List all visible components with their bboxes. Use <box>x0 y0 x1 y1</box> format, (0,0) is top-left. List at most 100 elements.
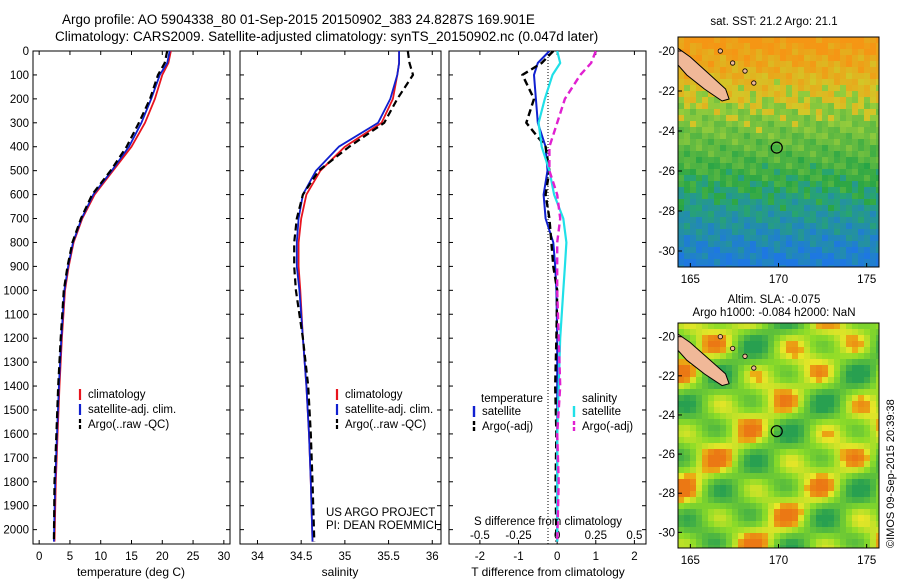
map-cell <box>762 61 769 68</box>
map-cell <box>714 73 721 80</box>
map-cell <box>762 139 769 146</box>
map-cell <box>756 419 763 426</box>
map-cell <box>714 121 721 128</box>
map-cell <box>798 49 805 56</box>
map-cell <box>870 145 877 152</box>
map-cell <box>774 217 781 224</box>
map-cell <box>792 347 799 354</box>
map-cell <box>684 157 691 164</box>
map-cell <box>852 37 859 44</box>
map-cell <box>762 491 769 498</box>
map-cell <box>864 521 871 528</box>
map-cell <box>762 329 769 336</box>
map-cell <box>810 527 817 534</box>
map-cell <box>684 539 691 546</box>
map-cell <box>738 79 745 86</box>
map-cell <box>726 115 733 122</box>
map-cell <box>768 121 775 128</box>
x-tick-label: -1 <box>513 551 523 563</box>
map-cell <box>816 425 823 432</box>
salinity-xlabel: salinity <box>322 565 359 579</box>
map-cell <box>828 259 835 266</box>
map-cell <box>804 419 811 426</box>
map-cell <box>834 85 841 92</box>
map-cell <box>684 323 691 330</box>
map-cell <box>678 515 685 522</box>
map-cell <box>858 235 865 242</box>
map-cell <box>828 419 835 426</box>
map-cell <box>720 353 727 360</box>
map-cell <box>810 193 817 200</box>
map-cell <box>840 437 847 444</box>
map-cell <box>870 455 877 462</box>
map-cell <box>804 485 811 492</box>
map-cell <box>750 419 757 426</box>
map-cell <box>738 395 745 402</box>
map-cell <box>810 247 817 254</box>
map-cell <box>870 443 877 450</box>
map-cell <box>804 473 811 480</box>
map-cell <box>708 503 715 510</box>
series-line <box>295 51 401 542</box>
map-cell <box>738 247 745 254</box>
map-cell <box>738 377 745 384</box>
map-cell <box>756 533 763 540</box>
map-cell <box>840 253 847 260</box>
map-cell <box>684 443 691 450</box>
map-cell <box>732 449 739 456</box>
map-cell <box>852 217 859 224</box>
map-cell <box>774 157 781 164</box>
map-cell <box>720 37 727 44</box>
map-cell <box>810 37 817 44</box>
map-cell <box>792 389 799 396</box>
map-cell <box>732 181 739 188</box>
map-cell <box>732 43 739 50</box>
map-cell <box>852 43 859 50</box>
map-cell <box>852 347 859 354</box>
map-cell <box>876 461 879 468</box>
map-cell <box>786 395 793 402</box>
map-cell <box>816 323 823 330</box>
map-y-tick-label: -28 <box>658 206 675 218</box>
map-cell <box>870 341 877 348</box>
map-cell <box>828 467 835 474</box>
map-cell <box>852 467 859 474</box>
map-cell <box>828 97 835 104</box>
map-cell <box>822 163 829 170</box>
map-cell <box>876 169 879 176</box>
map-cell <box>678 169 685 176</box>
map-cell <box>876 193 879 200</box>
map-cell <box>696 103 703 110</box>
map-cell <box>726 205 733 212</box>
map-cell <box>708 217 715 224</box>
map-cell <box>762 169 769 176</box>
map-cell <box>750 371 757 378</box>
map-cell <box>780 461 787 468</box>
map-cell <box>858 503 865 510</box>
y-tick-label: 700 <box>10 214 29 226</box>
map-cell <box>768 97 775 104</box>
map-cell <box>732 175 739 182</box>
map-cell <box>714 109 721 116</box>
map-cell <box>852 431 859 438</box>
map-cell <box>834 43 841 50</box>
map-cell <box>804 133 811 140</box>
map-cell <box>786 437 793 444</box>
map-cell <box>870 383 877 390</box>
map-cell <box>756 151 763 158</box>
map-cell <box>780 341 787 348</box>
map-cell <box>738 455 745 462</box>
map-cell <box>870 329 877 336</box>
map-cell <box>804 383 811 390</box>
map-cell <box>774 253 781 260</box>
map-cell <box>786 61 793 68</box>
y-tick-label: 200 <box>10 94 29 106</box>
map-cell <box>816 455 823 462</box>
map-cell <box>702 461 709 468</box>
map-cell <box>822 55 829 62</box>
map-cell <box>810 163 817 170</box>
map-cell <box>798 157 805 164</box>
map-cell <box>696 49 703 56</box>
x2-tick-label: -0.25 <box>505 530 531 542</box>
map-cell <box>690 43 697 50</box>
